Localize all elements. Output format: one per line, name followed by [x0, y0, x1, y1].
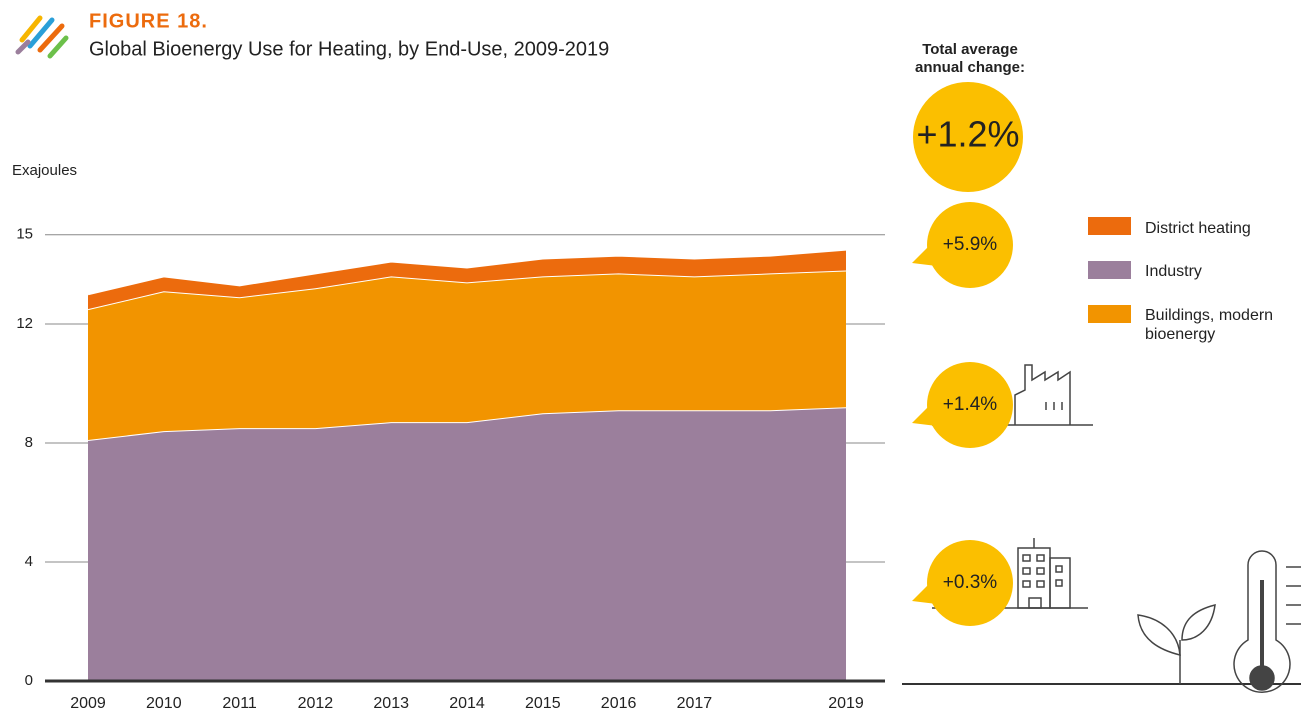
- annual-change-label: +5.9%: [943, 234, 998, 255]
- legend-label: Industry: [1145, 263, 1202, 280]
- legend-label: Buildings, modern bioenergy: [1145, 307, 1274, 343]
- y-tick-label: 8: [25, 434, 33, 451]
- figure-label: FIGURE 18.: [89, 10, 208, 32]
- x-tick-label: 2013: [373, 695, 409, 712]
- x-tick-label: 2014: [449, 695, 485, 712]
- legend-label: District heating: [1145, 220, 1251, 237]
- y-tick-label: 4: [25, 553, 33, 570]
- y-tick-label: 15: [16, 226, 33, 243]
- area: [88, 249, 846, 310]
- x-tick-label: 2016: [601, 695, 637, 712]
- x-tick-label: 2017: [677, 695, 713, 712]
- x-tick-label: 2012: [298, 695, 334, 712]
- x-tick-label: 2009: [70, 695, 106, 712]
- annual-change-title-line: Total average: [922, 41, 1018, 58]
- bubble: [927, 540, 1013, 626]
- bubble: [927, 362, 1013, 448]
- bubble: [913, 82, 1023, 192]
- logo: [15, 15, 69, 59]
- bubble: [927, 202, 1013, 288]
- y-axis-label: Exajoules: [12, 162, 77, 179]
- legend-swatch: [1088, 261, 1131, 279]
- y-tick-label: 12: [16, 315, 33, 332]
- area: [88, 407, 846, 681]
- annual-change-label: +1.4%: [943, 394, 998, 415]
- x-tick-label: 2015: [525, 695, 561, 712]
- annual-change-total: +1.2%: [916, 114, 1019, 155]
- legend-swatch: [1088, 217, 1131, 235]
- annual-change-title-line: annual change:: [915, 59, 1025, 76]
- annual-change-title: Total average annual change:: [915, 41, 1025, 76]
- x-tick-label: 2019: [828, 695, 864, 712]
- area-edge: [87, 248, 847, 296]
- y-tick-label: 0: [25, 672, 33, 689]
- x-tick-label: 2010: [146, 695, 182, 712]
- area: [88, 270, 846, 441]
- plant-icon: [1137, 604, 1216, 684]
- chart-title: Global Bioenergy Use for Heating, by End…: [89, 38, 609, 60]
- annual-change-label: +0.3%: [943, 572, 998, 593]
- thermometer-icon: [1233, 550, 1301, 693]
- x-tick-label: 2011: [222, 695, 257, 712]
- legend-swatch: [1088, 305, 1131, 323]
